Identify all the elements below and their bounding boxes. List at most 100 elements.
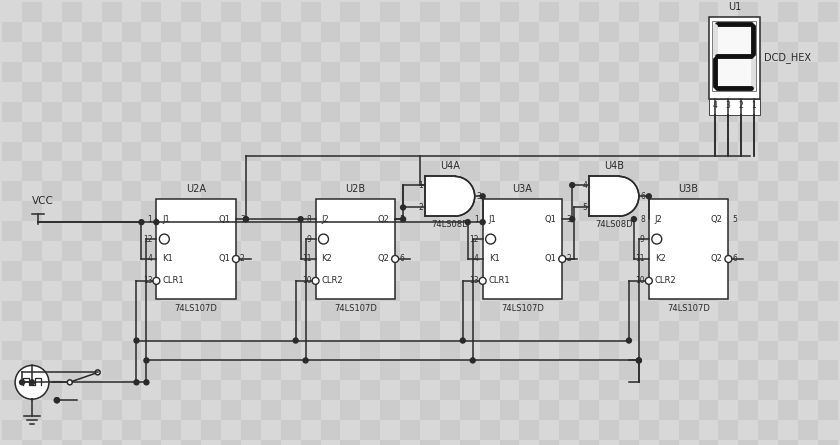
Bar: [599, 400, 619, 420]
Circle shape: [312, 277, 319, 284]
Bar: [62, 400, 81, 420]
Bar: [156, 199, 236, 299]
Bar: [659, 340, 679, 360]
Bar: [340, 162, 360, 182]
Text: 4: 4: [582, 181, 587, 190]
Bar: [221, 420, 241, 440]
Bar: [321, 201, 340, 221]
Bar: [261, 2, 281, 22]
Bar: [699, 121, 718, 142]
Bar: [579, 360, 599, 380]
Bar: [241, 301, 261, 321]
Bar: [718, 62, 738, 82]
Text: 74LS107D: 74LS107D: [333, 304, 377, 313]
Bar: [221, 380, 241, 400]
Bar: [102, 420, 122, 440]
Bar: [579, 340, 599, 360]
Bar: [718, 241, 738, 261]
Bar: [42, 241, 62, 261]
Bar: [539, 82, 559, 102]
Bar: [281, 42, 301, 62]
Bar: [141, 121, 161, 142]
Bar: [381, 2, 400, 22]
Bar: [539, 102, 559, 121]
Bar: [679, 62, 699, 82]
Bar: [261, 62, 281, 82]
Text: 1: 1: [418, 181, 423, 190]
Bar: [759, 121, 778, 142]
Text: 13: 13: [143, 276, 152, 285]
Bar: [459, 2, 480, 22]
Bar: [360, 22, 381, 42]
Bar: [42, 360, 62, 380]
Bar: [261, 102, 281, 121]
Bar: [539, 221, 559, 241]
Bar: [340, 82, 360, 102]
Bar: [778, 440, 798, 445]
Bar: [440, 221, 459, 241]
Bar: [619, 440, 639, 445]
Bar: [519, 241, 539, 261]
Bar: [340, 22, 360, 42]
Circle shape: [303, 358, 308, 363]
Bar: [559, 102, 579, 121]
Circle shape: [318, 234, 328, 244]
Bar: [519, 340, 539, 360]
Bar: [81, 201, 102, 221]
Text: CLR1: CLR1: [162, 276, 184, 285]
Bar: [659, 121, 679, 142]
Bar: [759, 221, 778, 241]
Bar: [480, 261, 500, 281]
Bar: [261, 301, 281, 321]
Bar: [599, 102, 619, 121]
Bar: [62, 182, 81, 201]
Bar: [818, 321, 837, 340]
Bar: [778, 22, 798, 42]
Bar: [500, 380, 519, 400]
Circle shape: [460, 338, 465, 343]
Text: 5: 5: [582, 203, 587, 212]
Bar: [221, 42, 241, 62]
Bar: [81, 2, 102, 22]
Bar: [818, 142, 837, 162]
Bar: [679, 121, 699, 142]
Bar: [500, 182, 519, 201]
Bar: [519, 121, 539, 142]
Bar: [459, 102, 480, 121]
Bar: [261, 182, 281, 201]
Bar: [381, 82, 400, 102]
Bar: [400, 121, 420, 142]
Bar: [281, 340, 301, 360]
Bar: [360, 121, 381, 142]
Bar: [759, 301, 778, 321]
Bar: [559, 22, 579, 42]
Bar: [599, 380, 619, 400]
Circle shape: [391, 255, 399, 263]
Bar: [579, 281, 599, 301]
Bar: [440, 301, 459, 321]
Bar: [699, 440, 718, 445]
Bar: [301, 281, 321, 301]
Bar: [381, 400, 400, 420]
Bar: [818, 420, 837, 440]
Bar: [42, 301, 62, 321]
Bar: [639, 440, 659, 445]
Bar: [519, 142, 539, 162]
Bar: [122, 261, 141, 281]
Bar: [559, 420, 579, 440]
Bar: [122, 321, 141, 340]
Bar: [62, 420, 81, 440]
Bar: [559, 241, 579, 261]
Text: VCC: VCC: [32, 196, 54, 206]
Bar: [699, 301, 718, 321]
Polygon shape: [454, 176, 475, 216]
Bar: [480, 440, 500, 445]
Bar: [81, 420, 102, 440]
Bar: [201, 162, 221, 182]
Bar: [340, 2, 360, 22]
Bar: [381, 62, 400, 82]
Bar: [42, 340, 62, 360]
Bar: [261, 440, 281, 445]
Bar: [340, 420, 360, 440]
Bar: [579, 82, 599, 102]
